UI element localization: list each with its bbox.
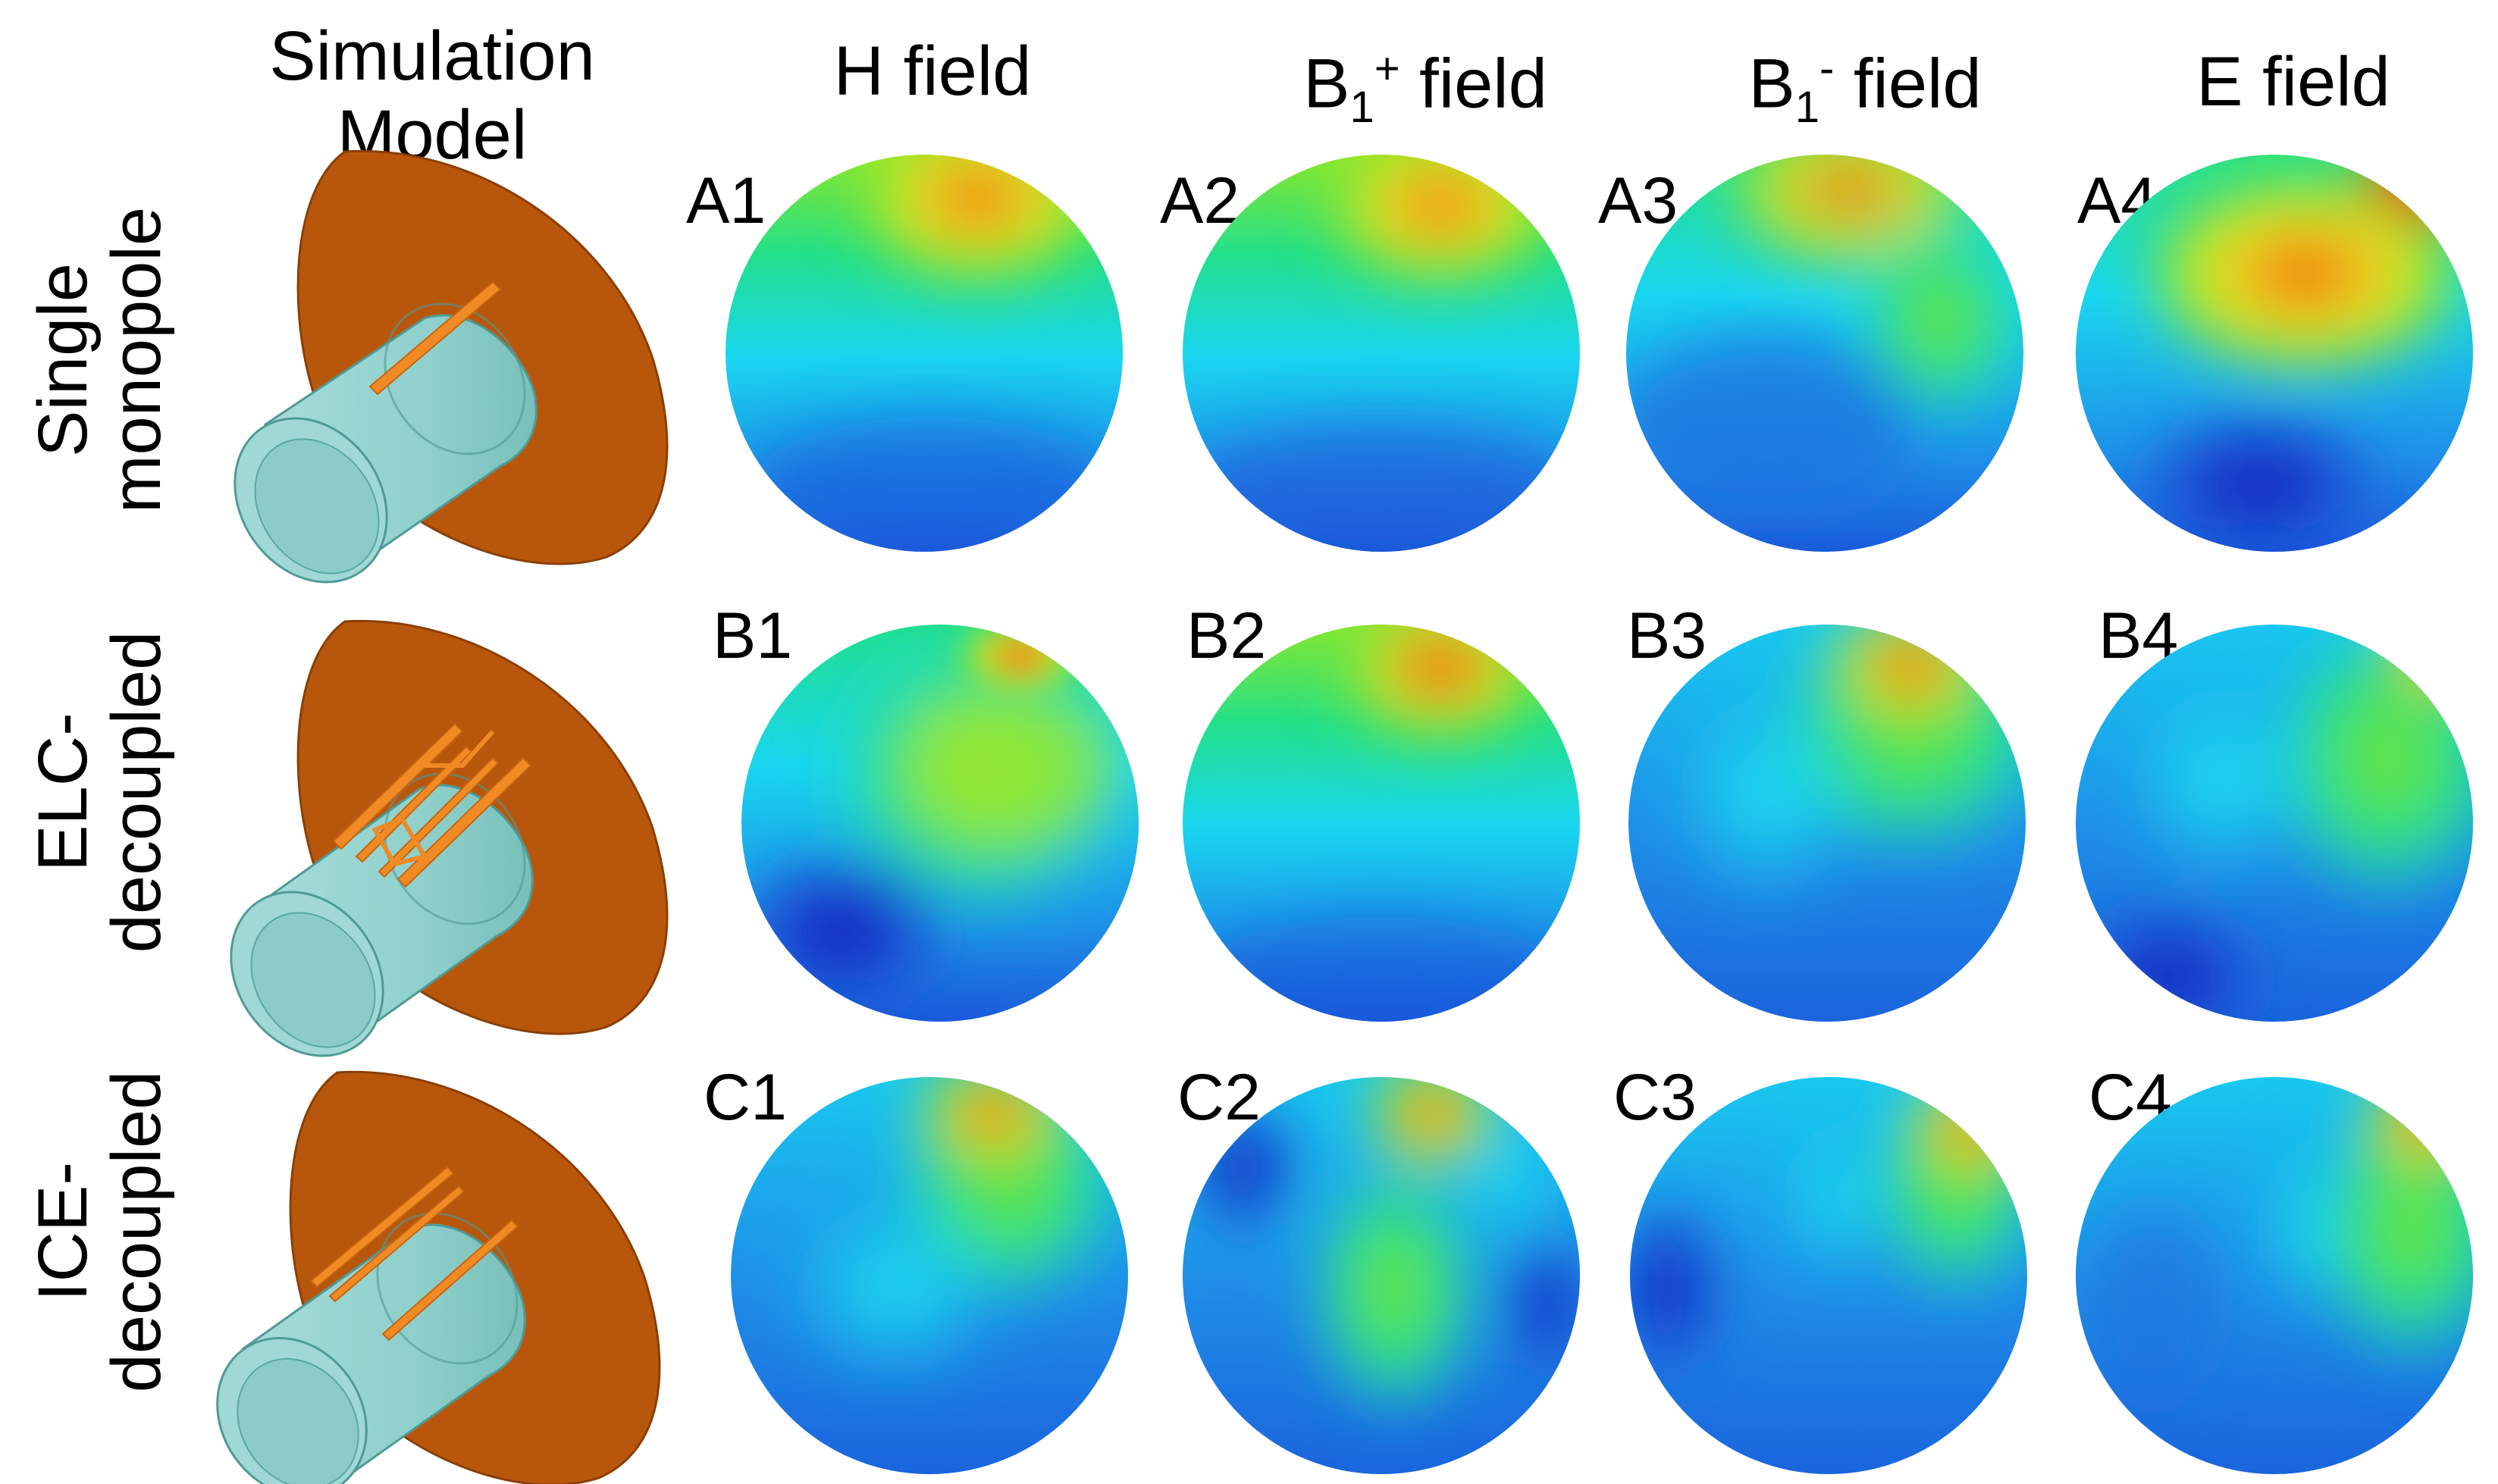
panel-label-a3: A3 — [1598, 164, 1678, 237]
panel-label-b2: B2 — [1186, 600, 1267, 672]
b1m-main: B — [1748, 45, 1795, 123]
model-ice-decoupled — [216, 1070, 661, 1484]
header-b1-minus-field: B1- field — [1698, 47, 2032, 130]
field-map-b1 — [741, 625, 1139, 1022]
b1p-rest: field — [1399, 45, 1547, 123]
field-map-b3 — [1628, 625, 2026, 1022]
phantom-cylinder — [234, 302, 538, 584]
field-map-a3 — [1626, 155, 2023, 552]
field-map-c1 — [731, 1077, 1128, 1474]
field-map-a2 — [1183, 155, 1580, 552]
b1p-sup: + — [1374, 44, 1400, 93]
panel-label-a2: A2 — [1160, 164, 1240, 237]
ice-coils — [309, 1166, 519, 1342]
model-elc-decoupled — [230, 619, 669, 1057]
b1m-rest: field — [1834, 45, 1982, 123]
monopole-coil — [368, 280, 502, 396]
header-h-field: H field — [833, 33, 1032, 110]
model-single-monopole — [234, 149, 669, 584]
phantom-cylinder — [216, 1212, 526, 1484]
b1p-sub: 1 — [1349, 83, 1374, 133]
field-map-b2 — [1183, 625, 1580, 1022]
panel-label-b1: B1 — [713, 600, 793, 672]
b1m-sub: 1 — [1794, 83, 1819, 133]
field-map-a4 — [2076, 155, 2473, 552]
header-simulation-model-line1: Simulation — [269, 17, 595, 95]
header-b1-plus-field: B1+ field — [1258, 47, 1592, 130]
panel-label-a1: A1 — [686, 164, 766, 237]
field-map-b4 — [2076, 625, 2473, 1022]
header-e-field: E field — [2196, 43, 2390, 121]
field-map-c4 — [2076, 1077, 2473, 1474]
b1p-main: B — [1303, 45, 1350, 123]
elc-coils — [332, 722, 532, 888]
panel-label-c3: C3 — [1613, 1061, 1697, 1134]
phantom-cylinder — [230, 772, 534, 1057]
panel-label-b3: B3 — [1627, 600, 1707, 672]
panel-label-c1: C1 — [704, 1061, 787, 1134]
header-simulation-model: Simulation Model — [250, 21, 614, 170]
field-map-c3 — [1630, 1077, 2027, 1474]
field-map-a1 — [726, 155, 1123, 552]
panel-label-c2: C2 — [1177, 1061, 1261, 1134]
field-map-c2 — [1183, 1077, 1580, 1474]
b1m-sup: - — [1819, 44, 1835, 93]
